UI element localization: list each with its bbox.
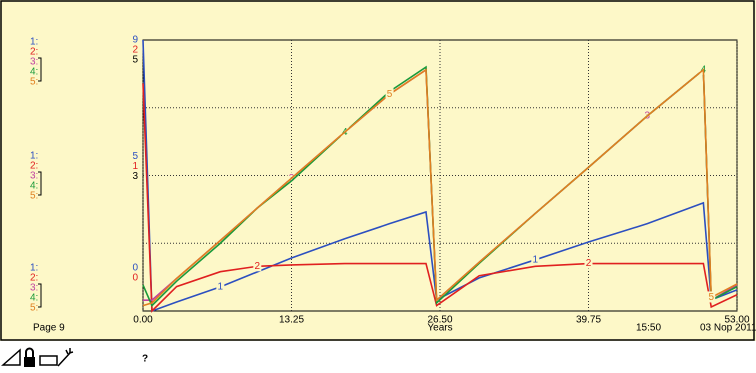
axis-key: 1: [30, 151, 38, 162]
axis-key: 5: [30, 191, 38, 202]
key-bracket [38, 283, 42, 308]
curve-label-bg [385, 88, 394, 100]
axis-key: 3: [30, 283, 38, 294]
x-tick-label: 39.75 [576, 315, 601, 326]
key-bracket [38, 171, 42, 196]
series-line [142, 39, 738, 313]
frame [0, 0, 755, 341]
curve-label-bg [707, 291, 716, 303]
y-tick-label: 5 [132, 151, 138, 162]
curve-label-bg [584, 257, 593, 269]
time-label: 15:50 [636, 323, 661, 334]
y-tick-label: 5 [132, 55, 138, 66]
x-tick-label: 53.00 [724, 315, 749, 326]
axis-key: 2: [30, 47, 38, 58]
series-line [142, 83, 738, 313]
toolbar [0, 341, 756, 373]
curve-label: 5 [387, 89, 393, 100]
axis-key: 3: [30, 57, 38, 68]
curve-label: 2 [255, 261, 261, 272]
date-label: 03 Nop 2011 [700, 323, 756, 334]
axis-key: 2: [30, 273, 38, 284]
y-tick-label: 2 [132, 45, 138, 56]
curve-label-bg [531, 253, 540, 265]
page-label: Page 9 [33, 323, 65, 334]
y-tick-label: 0 [132, 263, 138, 274]
x-tick-label: 26.50 [427, 315, 452, 326]
icon-help[interactable]: ? [142, 354, 148, 365]
y-tick-label: 9 [132, 35, 138, 46]
axis-key: 5: [30, 303, 38, 314]
icon-arrow[interactable] [1, 348, 21, 366]
curve-label: 1 [218, 282, 224, 293]
x-tick-label: 13.25 [279, 315, 304, 326]
axis-key: 2: [30, 161, 38, 172]
axis-key: 1: [30, 263, 38, 274]
axis-key: 4: [30, 293, 38, 304]
toolbar-icons: ? [1, 347, 148, 367]
curve-label: 5 [708, 292, 714, 303]
icon-print[interactable] [39, 355, 58, 366]
icon-wand[interactable] [57, 348, 74, 367]
curve-label-bg [253, 260, 262, 272]
axis-key: 4: [30, 181, 38, 192]
axis-key: 4: [30, 67, 38, 78]
y-tick-label: 0 [132, 273, 138, 284]
axis-key: 3: [30, 171, 38, 182]
series-line [142, 68, 738, 307]
curve-label: 2 [586, 258, 592, 269]
x-axis-label: Years [427, 323, 452, 334]
icon-lock[interactable] [24, 357, 35, 367]
y-tick-label: 3 [132, 171, 138, 182]
icon-lock-shackle [25, 347, 34, 357]
y-tick-label: 1 [132, 161, 138, 172]
key-bracket [38, 57, 42, 82]
curve-label-bg [216, 280, 225, 292]
axis-key: 5: [30, 77, 38, 88]
curve-label: 1 [532, 254, 538, 265]
axis-key: 1: [30, 37, 38, 48]
x-tick-label: 0.00 [133, 315, 153, 326]
